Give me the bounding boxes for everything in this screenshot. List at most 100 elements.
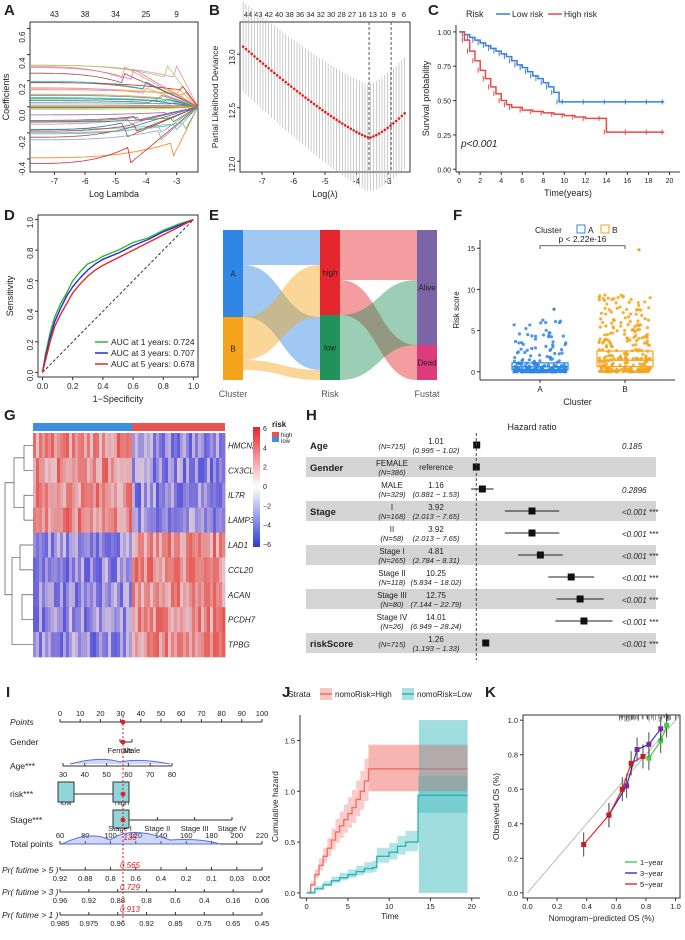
data-point — [641, 352, 645, 356]
heatmap-cell — [78, 532, 82, 558]
heatmap-cell — [84, 532, 88, 558]
nomogram-tick-label: 180 — [205, 831, 218, 840]
n-label: (N=118) — [379, 578, 406, 587]
heatmap-cell — [177, 607, 181, 633]
sankey-node — [320, 230, 340, 315]
top-tick-label: 28 — [337, 10, 345, 19]
heatmap-cell — [60, 507, 64, 533]
heatmap-cell — [216, 532, 220, 558]
heatmap-cell — [75, 632, 79, 658]
data-point — [598, 325, 602, 329]
heatmap-cell — [87, 557, 91, 583]
data-point — [547, 335, 551, 339]
data-point — [603, 370, 607, 374]
heatmap-cell — [186, 582, 190, 608]
heatmap-cell — [93, 507, 97, 533]
heatmap-cell — [72, 433, 76, 459]
heatmap-cell — [81, 457, 85, 484]
data-point — [525, 348, 529, 352]
sankey-node-label: A — [230, 270, 236, 279]
panel-label-f: F — [453, 207, 463, 224]
heatmap-cell — [114, 632, 118, 658]
x-tick-label: 8 — [541, 178, 545, 185]
heatmap-cell — [201, 607, 205, 633]
heatmap-cell — [33, 582, 37, 608]
heatmap-cell — [117, 482, 121, 508]
data-point — [604, 312, 608, 316]
heatmap-cell — [99, 582, 103, 608]
data-point — [597, 298, 602, 302]
data-point — [606, 296, 610, 300]
heatmap-cell — [126, 482, 130, 508]
heatmap-cell — [147, 632, 151, 658]
selected-point — [120, 791, 126, 797]
heatmap-cell — [159, 582, 163, 608]
heatmap-cell — [39, 532, 43, 558]
y-tick-label: 0.5 — [285, 838, 295, 847]
heatmap-cell — [195, 457, 199, 484]
heatmap-cell — [201, 582, 205, 608]
roc-curve — [41, 218, 194, 373]
nomogram-tick-label: 160 — [180, 831, 193, 840]
heatmap-cell — [63, 532, 67, 558]
nomogram-tick-label: 80 — [81, 831, 89, 840]
heatmap-cell — [219, 632, 223, 658]
top-tick-label: 27 — [348, 10, 356, 19]
data-point — [645, 339, 649, 343]
heatmap-cell — [216, 457, 220, 484]
heatmap-cell — [165, 557, 169, 583]
heatmap-cell — [111, 607, 115, 633]
heatmap-cell — [153, 433, 157, 459]
cv-point — [284, 80, 287, 84]
data-point — [635, 323, 640, 327]
cv-point — [258, 59, 262, 63]
heatmap-cell — [174, 433, 178, 459]
data-point — [521, 358, 525, 362]
dendrogram-branch — [19, 544, 33, 571]
heatmap-cell — [198, 433, 202, 459]
cv-point — [324, 110, 327, 114]
heatmap-cell — [84, 457, 88, 484]
heatmap-cell — [36, 532, 40, 558]
data-point — [538, 370, 542, 374]
heatmap-cell — [198, 557, 202, 583]
heatmap-cell — [222, 457, 226, 484]
heatmap-cell — [114, 507, 118, 533]
top-tick-label: 42 — [265, 10, 273, 19]
heatmap-cell — [204, 632, 208, 658]
heatmap-cell — [219, 557, 223, 583]
heatmap-cell — [195, 482, 199, 508]
x-tick-label: 14 — [602, 178, 610, 185]
data-point — [603, 333, 607, 337]
data-point — [625, 339, 629, 343]
heatmap-cell — [111, 457, 115, 484]
nomogram-tick-label: 0.2 — [181, 874, 191, 883]
x-tick-label: 0.2 — [67, 382, 79, 391]
heatmap-cell — [141, 557, 145, 583]
heatmap-cell — [72, 507, 76, 533]
x-tick-label: -3 — [384, 177, 392, 186]
heatmap-cell — [99, 532, 103, 558]
n-label: (N=386) — [378, 468, 406, 477]
gene-label: CCL20 — [228, 566, 253, 575]
heatmap-cell — [177, 532, 181, 558]
data-point — [643, 356, 648, 360]
level-label: I — [391, 503, 393, 512]
data-point — [553, 351, 557, 356]
top-tick-label: 6 — [402, 10, 406, 19]
x-tick-label: 0.0 — [37, 382, 49, 391]
heatmap-cell — [165, 507, 169, 533]
heatmap-cell — [66, 457, 70, 484]
heatmap-cell — [174, 457, 178, 484]
heatmap-cell — [33, 457, 37, 484]
heatmap-cell — [132, 582, 136, 608]
heatmap-cell — [60, 482, 64, 508]
heatmap-cell — [129, 433, 133, 459]
nomogram-tick-label: 60 — [56, 831, 64, 840]
heatmap-cell — [123, 532, 127, 558]
heatmap-cell — [189, 582, 193, 608]
data-point — [513, 355, 517, 360]
heatmap-cell — [72, 482, 76, 508]
survival-curve — [459, 31, 665, 103]
variable-label: Gender — [310, 463, 344, 474]
